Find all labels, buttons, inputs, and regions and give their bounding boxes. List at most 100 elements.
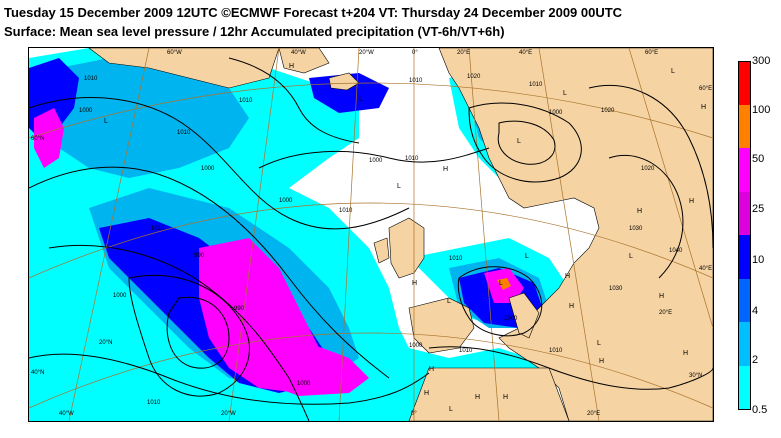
isobar-label: 1000	[79, 108, 93, 114]
high-pressure-marker: H	[289, 63, 295, 70]
isobar	[29, 353, 430, 405]
isobar-label: 1020	[641, 166, 655, 172]
isobar-label: 1000	[279, 198, 293, 204]
north-africa	[408, 367, 570, 421]
graticule-label: 60°W	[167, 50, 182, 56]
isobar-label: 1000	[369, 158, 383, 164]
isobar-label: 990	[234, 306, 245, 312]
isobar-label: 1010	[529, 82, 543, 88]
forecast-title: Tuesday 15 December 2009 12UTC ©ECMWF Fo…	[4, 5, 623, 20]
colorbar-segment	[739, 366, 750, 409]
low-pressure-marker: L	[517, 138, 521, 145]
high-pressure-marker: H	[637, 208, 643, 215]
isobar-label: 1030	[629, 226, 643, 232]
graticule-label: 0°	[412, 50, 418, 56]
isobar	[228, 57, 360, 144]
low-pressure-marker: L	[359, 96, 363, 103]
isobar-label: 1010	[405, 156, 419, 162]
isobar-label: 1030	[609, 286, 623, 292]
graticule-label: 40°E	[519, 50, 533, 56]
isobar-label: 1010	[84, 76, 98, 82]
isobar-label: 1000	[409, 343, 423, 349]
colorbar-segment	[739, 148, 750, 192]
high-pressure-marker: H	[412, 280, 418, 287]
lon-20e	[468, 48, 500, 421]
high-pressure-marker: H	[569, 303, 575, 310]
isobar-label: 1000	[297, 381, 311, 387]
map-canvas	[29, 48, 713, 421]
high-pressure-marker: H	[599, 358, 605, 365]
isobar	[29, 166, 390, 379]
colorbar-label-50: 50	[752, 153, 765, 165]
isobar	[588, 84, 713, 249]
svalbard	[278, 48, 330, 74]
lon-40w	[228, 48, 280, 421]
colorbar-segment	[739, 322, 750, 366]
graticule-label: 20°W	[359, 50, 374, 56]
lat-20n	[29, 332, 713, 409]
lon-60e	[628, 48, 713, 329]
isobar-label: 1010	[459, 348, 473, 354]
graticule-label: 20°E	[659, 310, 673, 316]
precipitation-colorbar	[738, 61, 751, 410]
high-pressure-marker: H	[424, 390, 430, 397]
colorbar-label-300: 300	[752, 55, 771, 67]
precip-very-heavy-layer	[34, 108, 524, 396]
isobar-label: 990	[194, 253, 205, 259]
graticule-label: 60°E	[699, 86, 713, 92]
lat-60n	[29, 82, 713, 139]
low-pressure-marker: L	[397, 183, 401, 190]
isobar-label: 1000	[113, 293, 127, 299]
isobar	[497, 120, 556, 165]
land-layer	[88, 48, 713, 421]
isobar-label: 1020	[601, 108, 615, 114]
high-pressure-marker: H	[683, 350, 689, 357]
lon-60w	[68, 48, 150, 421]
graticule-label: 60°E	[645, 50, 659, 56]
eurasia	[438, 48, 713, 421]
colorbar-segment	[739, 192, 750, 235]
isobar	[457, 266, 543, 337]
isobar-label: 1010	[409, 78, 423, 84]
low-pressure-marker: L	[449, 406, 453, 413]
low-pressure-marker: L	[597, 340, 601, 347]
colorbar-segment	[739, 279, 750, 322]
colorbar-segment	[739, 62, 750, 105]
graticule-label: 40°W	[59, 411, 74, 417]
forecast-map: 60°W 40°W 20°W 0° 20°E 40°E 60°E 60°N 40…	[28, 47, 714, 422]
graticule-label: 20°E	[457, 50, 471, 56]
isobar	[428, 346, 713, 390]
colorbar-label-10: 10	[752, 254, 765, 266]
isobar-label: 1000	[201, 166, 215, 172]
isobar-label: 1010	[339, 208, 353, 214]
graticule-label: 20°N	[99, 340, 113, 346]
isobar	[468, 102, 582, 183]
graticule-label: 60°N	[31, 136, 45, 142]
greenland	[88, 48, 280, 89]
colorbar-label-4: 4	[752, 305, 759, 317]
low-pressure-marker: L	[671, 68, 675, 75]
graticule-label: 40°E	[699, 266, 713, 272]
isobar-label: 1000	[549, 110, 563, 116]
precip-extreme-layer	[497, 278, 511, 290]
isobar	[608, 154, 684, 279]
forecast-subtitle: Surface: Mean sea level pressure / 12hr …	[4, 24, 505, 39]
graticule-label: 30°N	[689, 373, 703, 379]
high-pressure-marker: H	[443, 166, 449, 173]
low-pressure-marker: L	[499, 280, 503, 287]
iberia	[408, 297, 475, 354]
isobar	[258, 147, 490, 169]
low-pressure-marker: L	[525, 253, 529, 260]
graticule-label: 40°N	[31, 370, 45, 376]
isobar	[128, 274, 250, 397]
colorbar-segment	[739, 235, 750, 279]
ireland	[373, 237, 390, 264]
isobar-label: 1000	[504, 316, 518, 322]
graticule-label: 0°	[411, 411, 417, 417]
isobar-label: 1020	[467, 74, 481, 80]
high-pressure-marker: H	[475, 394, 481, 401]
lat-40n	[29, 202, 713, 279]
lon-40e	[538, 48, 600, 421]
isobar-lines	[29, 57, 713, 421]
isobar-label: 1010	[147, 400, 161, 406]
